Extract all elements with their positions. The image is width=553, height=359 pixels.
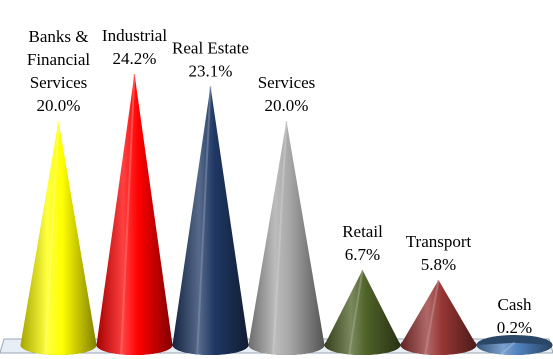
- cone-transport: [400, 279, 477, 355]
- value-label: 20.0%: [37, 96, 81, 115]
- cone-body: [248, 121, 325, 356]
- value-label: 0.2%: [497, 318, 532, 337]
- category-label: Financial: [27, 50, 91, 69]
- cone-retail: [324, 269, 401, 355]
- value-label: 5.8%: [421, 255, 456, 274]
- value-label: 6.7%: [345, 245, 380, 264]
- cone-cash: [476, 335, 553, 355]
- category-label: Cash: [498, 295, 533, 314]
- category-label: Services: [30, 73, 88, 92]
- cone-highlight: [500, 341, 516, 355]
- category-label: Transport: [406, 232, 472, 251]
- cone-series: [20, 73, 553, 356]
- value-label: 23.1%: [189, 61, 233, 80]
- cone-body: [400, 280, 477, 355]
- cone-banks-financial-services: [20, 120, 97, 356]
- cone-highlight: [424, 279, 440, 355]
- cone-body: [172, 86, 249, 356]
- category-label: Real Estate: [172, 38, 249, 57]
- cone-highlight: [348, 269, 364, 355]
- cone-body: [476, 342, 553, 355]
- value-label: 24.2%: [113, 49, 157, 68]
- cone-industrial: [96, 73, 173, 355]
- cone-services: [248, 120, 325, 356]
- cone-highlight: [196, 86, 212, 355]
- category-label: Retail: [342, 222, 383, 241]
- value-label: 20.0%: [265, 96, 309, 115]
- cone-body: [96, 74, 173, 355]
- cone-body: [324, 269, 401, 355]
- category-label: Industrial: [102, 26, 167, 45]
- cone-real-estate: [172, 86, 249, 356]
- cone-body: [20, 121, 97, 356]
- cone-highlight: [272, 120, 288, 355]
- category-label: Services: [258, 73, 316, 92]
- category-label: Banks &: [29, 27, 89, 46]
- cone-highlight: [120, 73, 136, 355]
- data-labels: 20.0% Banks & Financial Services 24.2% Indust…: [27, 26, 532, 337]
- cone-highlight: [44, 120, 60, 355]
